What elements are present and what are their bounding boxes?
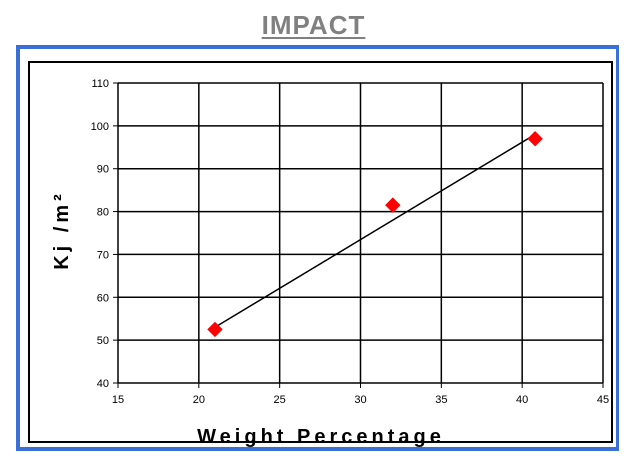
y-tick-label: 100	[91, 121, 109, 133]
data-point	[207, 321, 223, 338]
y-tick-label: 40	[97, 378, 109, 390]
data-point	[385, 197, 401, 213]
x-tick-label: 40	[516, 394, 528, 406]
data-points	[207, 131, 543, 338]
x-tick-label: 25	[274, 394, 286, 406]
y-tick-label: 80	[97, 207, 109, 219]
x-tick-label: 35	[435, 394, 447, 406]
trendline	[214, 133, 536, 328]
y-tick-label: 60	[97, 292, 109, 304]
x-tick-label: 45	[597, 394, 609, 406]
chart-inner-frame	[28, 61, 613, 443]
chart-frame	[16, 45, 619, 451]
grid-lines	[118, 82, 604, 383]
x-tick-label: 30	[354, 394, 366, 406]
x-tick-label: 15	[112, 394, 124, 406]
x-tick-label: 20	[193, 394, 205, 406]
y-tick-label: 90	[97, 164, 109, 176]
data-point	[527, 131, 543, 147]
y-tick-label: 50	[97, 335, 109, 347]
x-axis-label: Weight Percentage	[197, 426, 445, 448]
y-tick-label: 70	[97, 249, 109, 261]
axes	[113, 82, 604, 388]
tick-labels: 40 50 60 70 80 90 100 110 15 20 25 30 35 40 45	[91, 78, 609, 406]
y-tick-label: 110	[91, 78, 109, 90]
trendline-layer	[214, 133, 536, 328]
y-axis-label: Kj /m²	[51, 190, 73, 270]
chart-title: IMPACT	[261, 10, 366, 40]
